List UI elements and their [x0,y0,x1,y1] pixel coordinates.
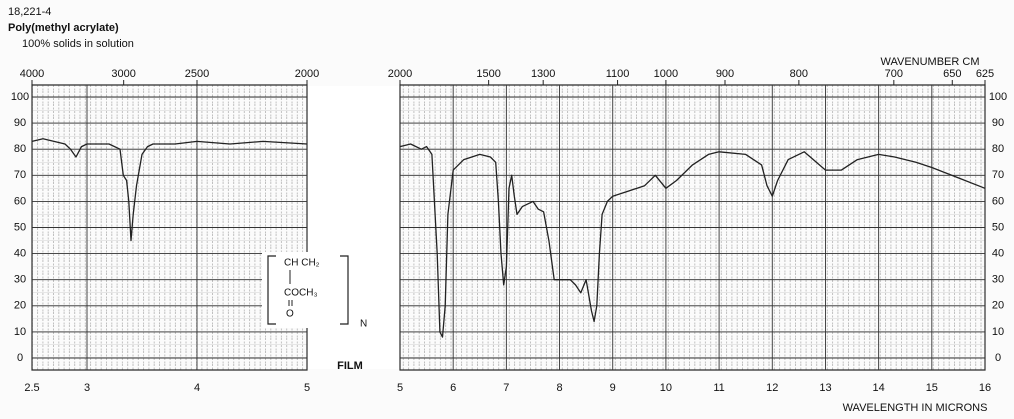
x-tick-label: 5 [397,382,403,394]
y-tick-label: 50 [992,221,1004,233]
catalog-number: 18,221-4 [8,6,51,18]
x2-tick-label: 4000 [20,68,44,80]
x2-tick-label: 3000 [111,68,135,80]
y-tick-label: 10 [14,326,26,338]
y-tick-label: 70 [14,169,26,181]
x-tick-label: 6 [450,382,456,394]
x-tick-label: 2.5 [24,382,39,394]
x-tick-label: 4 [194,382,200,394]
y-tick-label: 20 [14,300,26,312]
structure-text: COCH₃ [284,288,318,299]
bracket [267,255,349,325]
x-tick-label: 3 [84,382,90,394]
x-tick-label: 5 [304,382,310,394]
x2-tick-label: 2000 [295,68,319,80]
spectrum-line [399,143,986,338]
x-tick-label: 10 [660,382,672,394]
structure: CH CH₂ COCH₃ O N [262,252,367,330]
structure-text: CH CH₂ [284,258,320,269]
y-tick-label: 20 [992,300,1004,312]
x2-tick-label: 900 [716,68,734,80]
x2-tick-label: 2000 [388,68,412,80]
y-tick-label: 0 [17,352,23,364]
title: Poly(methyl acrylate) [8,22,119,34]
y-tick-label: 10 [992,326,1004,338]
structure-box [262,252,354,328]
x-tick-label: 15 [926,382,938,394]
y-tick-label: 50 [14,221,26,233]
x2-tick-label: 625 [976,68,994,80]
x2-tick-label: 700 [885,68,903,80]
y-tick-label: 0 [995,352,1001,364]
x2-tick-label: 650 [943,68,961,80]
y-tick-label: 90 [14,117,26,129]
y-tick-label: 80 [14,143,26,155]
y-tick-label: 30 [992,274,1004,286]
x-tick-label: 16 [979,382,991,394]
y-tick-label: 90 [992,117,1004,129]
annotation: FILM [337,360,363,372]
y-tick-label: 40 [992,248,1004,260]
y-tick-label: 100 [11,91,29,103]
x2-tick-label: 1100 [606,68,630,80]
x2-tick-label: 1500 [476,68,500,80]
x-tick-label: 13 [819,382,831,394]
structure-text: N [360,319,367,330]
y-tick-label: 60 [992,195,1004,207]
x-tick-label: 12 [766,382,778,394]
subtitle: 100% solids in solution [22,38,134,50]
x-tick-label: 8 [556,382,562,394]
y-tick-label: 70 [992,169,1004,181]
x-axis-label: WAVELENGTH IN MICRONS [843,402,988,414]
y-tick-label: 60 [14,195,26,207]
x2-axis-label: WAVENUMBER CM [881,56,980,68]
x2-tick-label: 800 [790,68,808,80]
y-tick-label: 30 [14,274,26,286]
x-tick-label: 9 [610,382,616,394]
x-tick-label: 11 [713,382,724,394]
x2-tick-label: 2500 [185,68,209,80]
x-tick-label: 14 [873,382,885,394]
x2-tick-label: 1000 [654,68,678,80]
spectrum-line [31,138,308,242]
y-tick-label: 100 [989,91,1007,103]
y-tick-label: 40 [14,248,26,260]
x-tick-label: 7 [503,382,509,394]
structure-text: O [286,309,294,320]
x2-tick-label: 1300 [531,68,555,80]
y-tick-label: 80 [992,143,1004,155]
